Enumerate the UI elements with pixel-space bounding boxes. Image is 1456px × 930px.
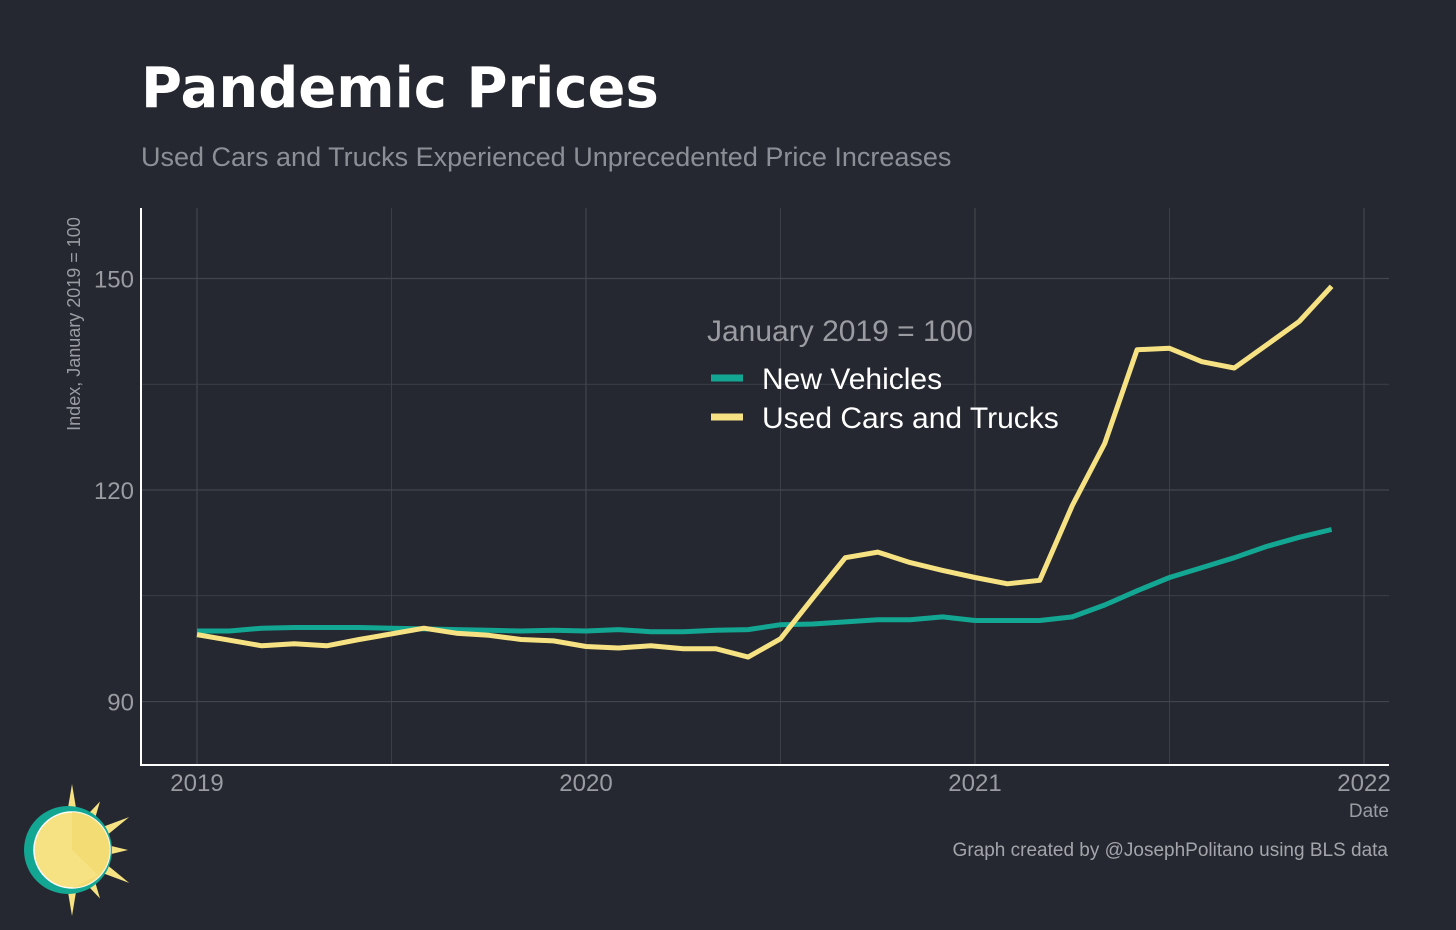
series-line-used-cars [196,284,1334,660]
tick-labels: 90 120 150 2019 2020 2021 2022 [94,267,1391,797]
y-tick-label: 90 [107,690,134,717]
x-axis-label: Date [1349,801,1389,822]
legend-label-used-cars: Used Cars and Trucks [762,402,1059,435]
series-lines [196,284,1334,660]
y-tick-label: 150 [94,267,134,294]
y-tick-label: 120 [94,478,134,505]
axes [140,208,1389,766]
legend-title: January 2019 = 100 [707,315,973,348]
chart-subtitle: Used Cars and Trucks Experienced Unprece… [141,142,952,172]
x-tick-label: 2021 [948,770,1001,797]
series-line-new-vehicles [197,527,1333,635]
x-tick-label: 2022 [1337,770,1390,797]
sun-shade-icon [72,812,110,888]
source-caption: Graph created by @JosephPolitano using B… [952,840,1388,861]
grid-lines [141,208,1389,765]
y-axis-label: Index, January 2019 = 100 [64,217,84,431]
x-tick-label: 2020 [559,770,612,797]
legend-label-new-vehicles: New Vehicles [762,363,942,396]
x-tick-label: 2019 [170,770,223,797]
legend: January 2019 = 100 New Vehicles Used Car… [707,315,1059,435]
sun-logo-icon [24,784,130,916]
chart-title: Pandemic Prices [141,56,659,121]
